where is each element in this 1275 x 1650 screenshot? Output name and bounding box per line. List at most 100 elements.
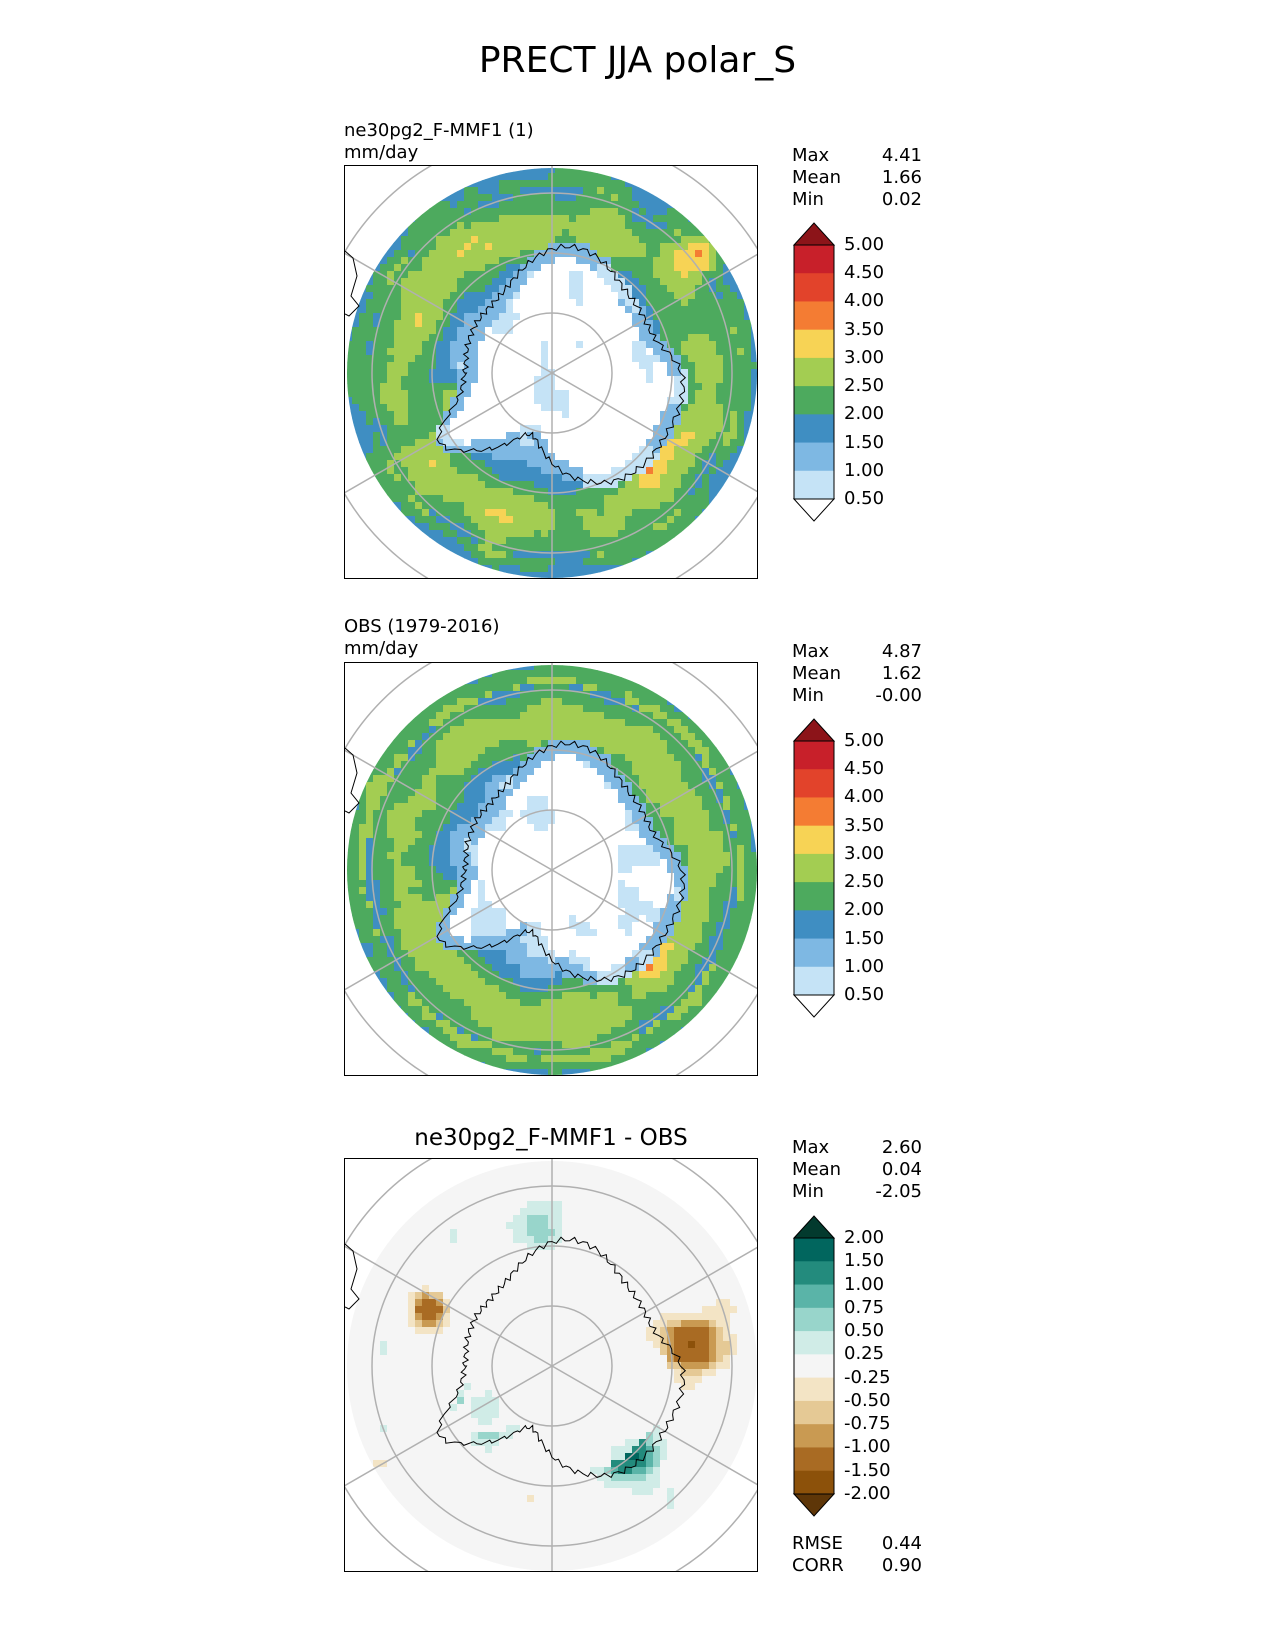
reference-stat-mean: Mean 1.62 [792, 663, 922, 684]
reference-stat-min: Min -0.00 [792, 685, 922, 706]
colorbar-segment [794, 1261, 834, 1286]
test-units: mm/day [344, 142, 419, 163]
colorbar-tick-label: 1.00 [844, 1273, 885, 1295]
colorbar-segment [794, 301, 834, 331]
colorbar-tick-label: 5.00 [844, 234, 885, 255]
colorbar-tick-label: 1.50 [844, 1250, 885, 1272]
colorbar-tick-label: 2.50 [844, 375, 885, 397]
colorbar-segment [794, 357, 834, 387]
difference-colorbar [792, 1215, 836, 1517]
difference-stat-min: Min -2.05 [792, 1181, 922, 1202]
colorbar-tick-label: 3.50 [844, 318, 885, 340]
polar-map-svg [345, 663, 757, 1075]
colorbar-extend-max [792, 1215, 836, 1239]
colorbar-tick-label: 1.50 [844, 431, 885, 453]
test-stat-min: Min 0.02 [792, 189, 922, 210]
reference-colorbar [792, 718, 836, 1018]
colorbar-segment [794, 1470, 834, 1495]
figure-title: PRECT JJA polar_S [478, 40, 797, 81]
colorbar-segment [794, 1447, 834, 1472]
colorbar-tick-label: 5.00 [844, 730, 885, 751]
test-model-name: ne30pg2_F-MMF1 (1) [344, 120, 534, 141]
test-stat-max: Max 4.41 [792, 145, 922, 166]
meridian-line [551, 750, 757, 871]
difference-stat-mean: Mean 0.04 [792, 1159, 922, 1180]
colorbar-tick-label: 4.00 [844, 290, 885, 312]
antarctica-coastline [436, 243, 687, 486]
colorbar-tick-label: 4.50 [844, 262, 885, 284]
colorbar-tick-label: -1.50 [844, 1459, 891, 1481]
colorbar-tick-label: 2.00 [844, 899, 885, 921]
reference-units: mm/day [344, 638, 419, 659]
colorbar-tick-label: 3.00 [844, 346, 885, 368]
reference-panel-title: OBS (1979-2016) mm/day [344, 616, 500, 660]
colorbar-extend-min [792, 1493, 836, 1517]
meridian-line [551, 253, 757, 374]
colorbar-segment [794, 1284, 834, 1309]
colorbar-segment [794, 1377, 834, 1402]
meridian-line [551, 372, 757, 493]
colorbar-tick-label: 1.00 [844, 955, 885, 977]
south-america-coastline [345, 1243, 360, 1310]
colorbar-tick-label: -1.00 [844, 1436, 891, 1458]
difference-stats: Max 2.60 Mean 0.04 Min -2.05 [792, 1137, 922, 1203]
difference-panel-title: ne30pg2_F-MMF1 - OBS [414, 1125, 688, 1151]
colorbar-tick-label: 0.50 [844, 984, 885, 1005]
colorbar-segment [794, 1238, 834, 1262]
meridian-line [345, 252, 553, 374]
colorbar-tick-label: 4.00 [844, 786, 885, 808]
meridian-line [551, 1246, 757, 1367]
colorbar-segment [794, 966, 834, 996]
colorbar-extend-min [792, 498, 836, 522]
antarctica-coastline [436, 740, 687, 983]
colorbar-tick-label: 0.75 [844, 1296, 885, 1318]
colorbar-segment [794, 329, 834, 359]
meridian-line [551, 1365, 757, 1486]
polar-map-svg [345, 1159, 757, 1571]
test-colorbar [792, 222, 836, 522]
meridian-line [345, 1365, 553, 1487]
colorbar-segment [794, 414, 834, 444]
colorbar-segment [794, 1331, 834, 1355]
colorbar-segment [794, 882, 834, 911]
south-america-coastline [345, 250, 360, 317]
test-panel-title: ne30pg2_F-MMF1 (1) mm/day [344, 120, 534, 164]
colorbar-tick-label: 3.00 [844, 842, 885, 864]
reference-name: OBS (1979-2016) [344, 616, 500, 637]
colorbar-segment [794, 273, 834, 302]
colorbar-segment [794, 1307, 834, 1332]
test-stat-mean: Mean 1.66 [792, 167, 922, 188]
antarctica-coastline [436, 1236, 687, 1479]
reference-stats: Max 4.87 Mean 1.62 Min -0.00 [792, 641, 922, 707]
colorbar-segment [794, 386, 834, 415]
colorbar-segment [794, 825, 834, 855]
colorbar-tick-label: -0.75 [844, 1413, 891, 1435]
colorbar-extend-min [792, 994, 836, 1018]
colorbar-extend-max [792, 718, 836, 742]
colorbar-segment [794, 1354, 834, 1379]
difference-polar-map [344, 1158, 758, 1572]
colorbar-segment [794, 910, 834, 940]
south-america-coastline [345, 747, 360, 814]
colorbar-segment [794, 938, 834, 968]
colorbar-segment [794, 1424, 834, 1448]
colorbar-segment [794, 741, 834, 770]
reference-polar-map [344, 662, 758, 1076]
colorbar-tick-label: 2.00 [844, 1227, 885, 1248]
colorbar-tick-label: -0.50 [844, 1389, 891, 1411]
colorbar-tick-label: 3.50 [844, 814, 885, 836]
colorbar-tick-label: 1.50 [844, 927, 885, 949]
meridian-line [345, 372, 553, 494]
colorbar-segment [794, 245, 834, 274]
colorbar-tick-label: 4.50 [844, 758, 885, 780]
colorbar-segment [794, 797, 834, 827]
difference-stat-rmse: RMSE 0.44 [792, 1533, 922, 1554]
colorbar-segment [794, 442, 834, 472]
test-polar-map [344, 165, 758, 579]
colorbar-segment [794, 853, 834, 883]
colorbar-extend-max [792, 222, 836, 246]
difference-stat-max: Max 2.60 [792, 1137, 922, 1158]
colorbar-tick-label: 2.00 [844, 403, 885, 425]
difference-error-stats: RMSE 0.44 CORR 0.90 [792, 1533, 922, 1577]
meridian-line [345, 869, 553, 991]
